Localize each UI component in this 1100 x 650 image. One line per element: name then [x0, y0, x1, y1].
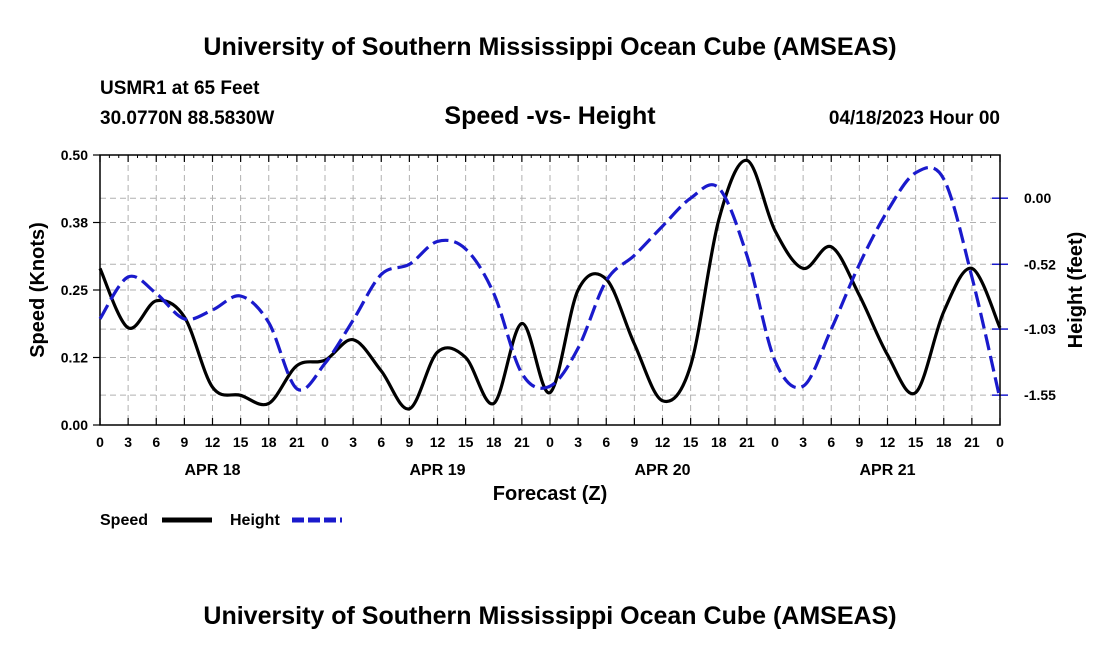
x-tick-label: 3 [799, 434, 807, 450]
x-tick-label: 21 [739, 434, 755, 450]
x-tick-label: 3 [349, 434, 357, 450]
x-tick-label: 18 [711, 434, 727, 450]
x-tick-label: 15 [908, 434, 924, 450]
x-tick-label: 18 [261, 434, 277, 450]
x-tick-label: 0 [96, 434, 104, 450]
day-label: APR 18 [184, 462, 240, 479]
y-tick-label: 0.00 [61, 417, 88, 433]
y2-tick-label: -0.52 [1024, 256, 1056, 272]
tick-labels: 0 3 6 9 12 15 18 21 0 3 6 9 12 15 18 21 0 3 6 9 12 15 18 21 0 3 6 9… [61, 147, 1056, 479]
x-tick-label: 12 [430, 434, 446, 450]
legend: Speed Height [100, 512, 342, 529]
x-tick-label: 6 [827, 434, 835, 450]
x-axis-label: Forecast (Z) [493, 483, 607, 505]
x-tick-label: 12 [205, 434, 221, 450]
day-label: APR 21 [859, 462, 915, 479]
x-tick-label: 12 [880, 434, 896, 450]
series-speed-line [98, 158, 1002, 411]
x-tick-label: 6 [152, 434, 160, 450]
x-tick-label: 6 [602, 434, 610, 450]
x-tick-label: 21 [964, 434, 980, 450]
x-tick-label: 15 [683, 434, 699, 450]
forecast-date: 04/18/2023 Hour 00 [829, 108, 1000, 129]
x-tick-label: 0 [321, 434, 329, 450]
x-tick-label: 0 [771, 434, 779, 450]
series-height-line [98, 165, 1002, 400]
x-tick-label: 9 [180, 434, 188, 450]
y-tick-label: 0.38 [61, 215, 88, 231]
legend-height-label: Height [230, 512, 280, 529]
y-axis-label: Speed (Knots) [27, 222, 49, 358]
plot-frame [99, 154, 1001, 426]
legend-speed-label: Speed [100, 512, 148, 529]
x-tick-label: 6 [377, 434, 385, 450]
x-tick-label: 0 [546, 434, 554, 450]
x-tick-label: 18 [486, 434, 502, 450]
x-tick-label: 12 [655, 434, 671, 450]
y2-axis-label: Height (feet) [1065, 232, 1087, 349]
x-tick-label: 9 [405, 434, 413, 450]
y-tick-label: 0.25 [61, 282, 88, 298]
coordinates-label: 30.0770N 88.5830W [100, 108, 274, 129]
y2-tick-label: -1.55 [1024, 387, 1056, 403]
x-tick-label: 3 [124, 434, 132, 450]
grid [100, 155, 1000, 425]
day-label: APR 19 [409, 462, 465, 479]
x-tick-label: 3 [574, 434, 582, 450]
day-label: APR 20 [634, 462, 690, 479]
y-tick-label: 0.12 [61, 350, 88, 366]
chart-title: Speed -vs- Height [444, 102, 656, 130]
y2-tick-label: 0.00 [1024, 190, 1051, 206]
footer-title: University of Southern Mississippi Ocean… [203, 602, 896, 630]
station-label: USMR1 at 65 Feet [100, 78, 260, 99]
x-tick-label: 18 [936, 434, 952, 450]
x-tick-label: 21 [289, 434, 305, 450]
x-tick-label: 15 [233, 434, 249, 450]
x-tick-label: 21 [514, 434, 530, 450]
y2-tick-label: -1.03 [1024, 321, 1056, 337]
x-tick-label: 9 [630, 434, 638, 450]
y-tick-label: 0.50 [61, 147, 88, 163]
page-title: University of Southern Mississippi Ocean… [203, 33, 896, 61]
x-tick-label: 15 [458, 434, 474, 450]
series-lines [98, 158, 1002, 411]
x-tick-label: 0 [996, 434, 1004, 450]
x-tick-label: 9 [855, 434, 863, 450]
